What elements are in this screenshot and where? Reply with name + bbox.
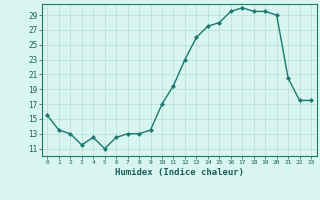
- X-axis label: Humidex (Indice chaleur): Humidex (Indice chaleur): [115, 168, 244, 177]
